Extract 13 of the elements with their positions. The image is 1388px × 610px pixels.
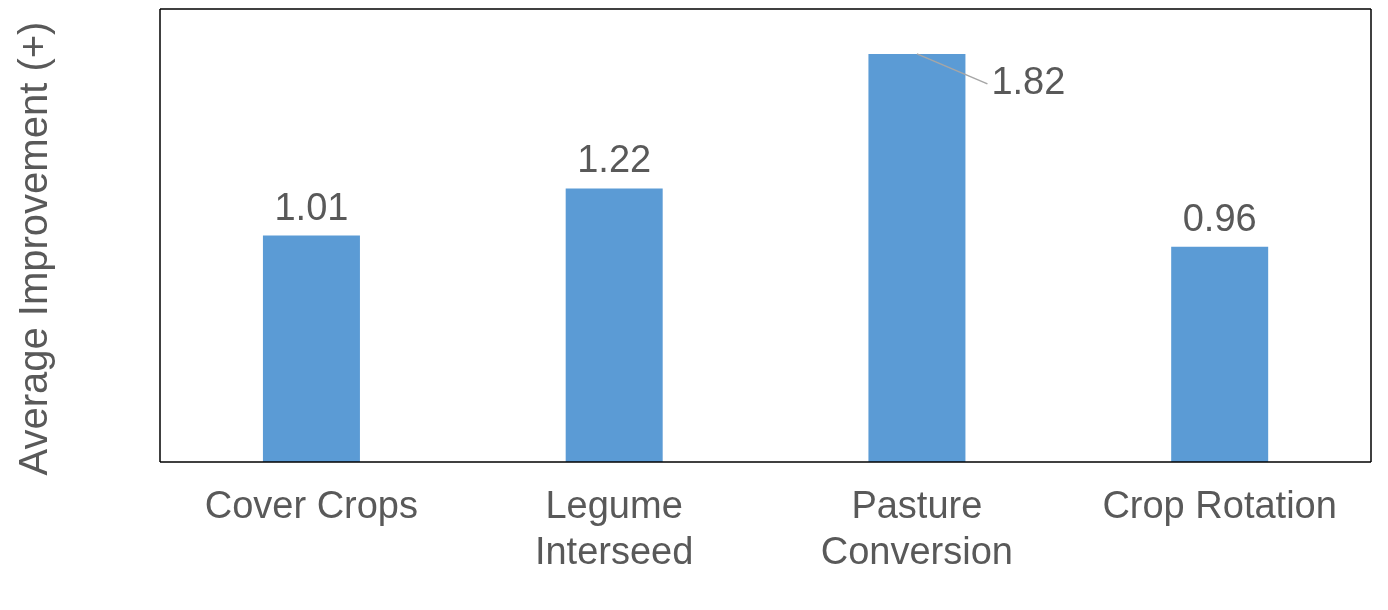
- bar: [868, 53, 966, 462]
- data-label: 1.82: [991, 59, 1066, 102]
- data-label: 1.01: [274, 185, 349, 228]
- data-label: 0.96: [1182, 196, 1257, 239]
- bar: [262, 235, 360, 462]
- x-tick-label: Cover Crops: [204, 484, 419, 526]
- data-label: 1.22: [577, 138, 652, 181]
- x-tick-label: Crop Rotation: [1102, 484, 1337, 526]
- y-axis-title: Average Improvement (+): [11, 21, 56, 476]
- x-tick-label: Pasture Conversion: [820, 484, 1013, 572]
- bar: [565, 188, 663, 462]
- x-tick-label: Legume Interseed: [534, 484, 694, 572]
- bar: [1171, 246, 1269, 462]
